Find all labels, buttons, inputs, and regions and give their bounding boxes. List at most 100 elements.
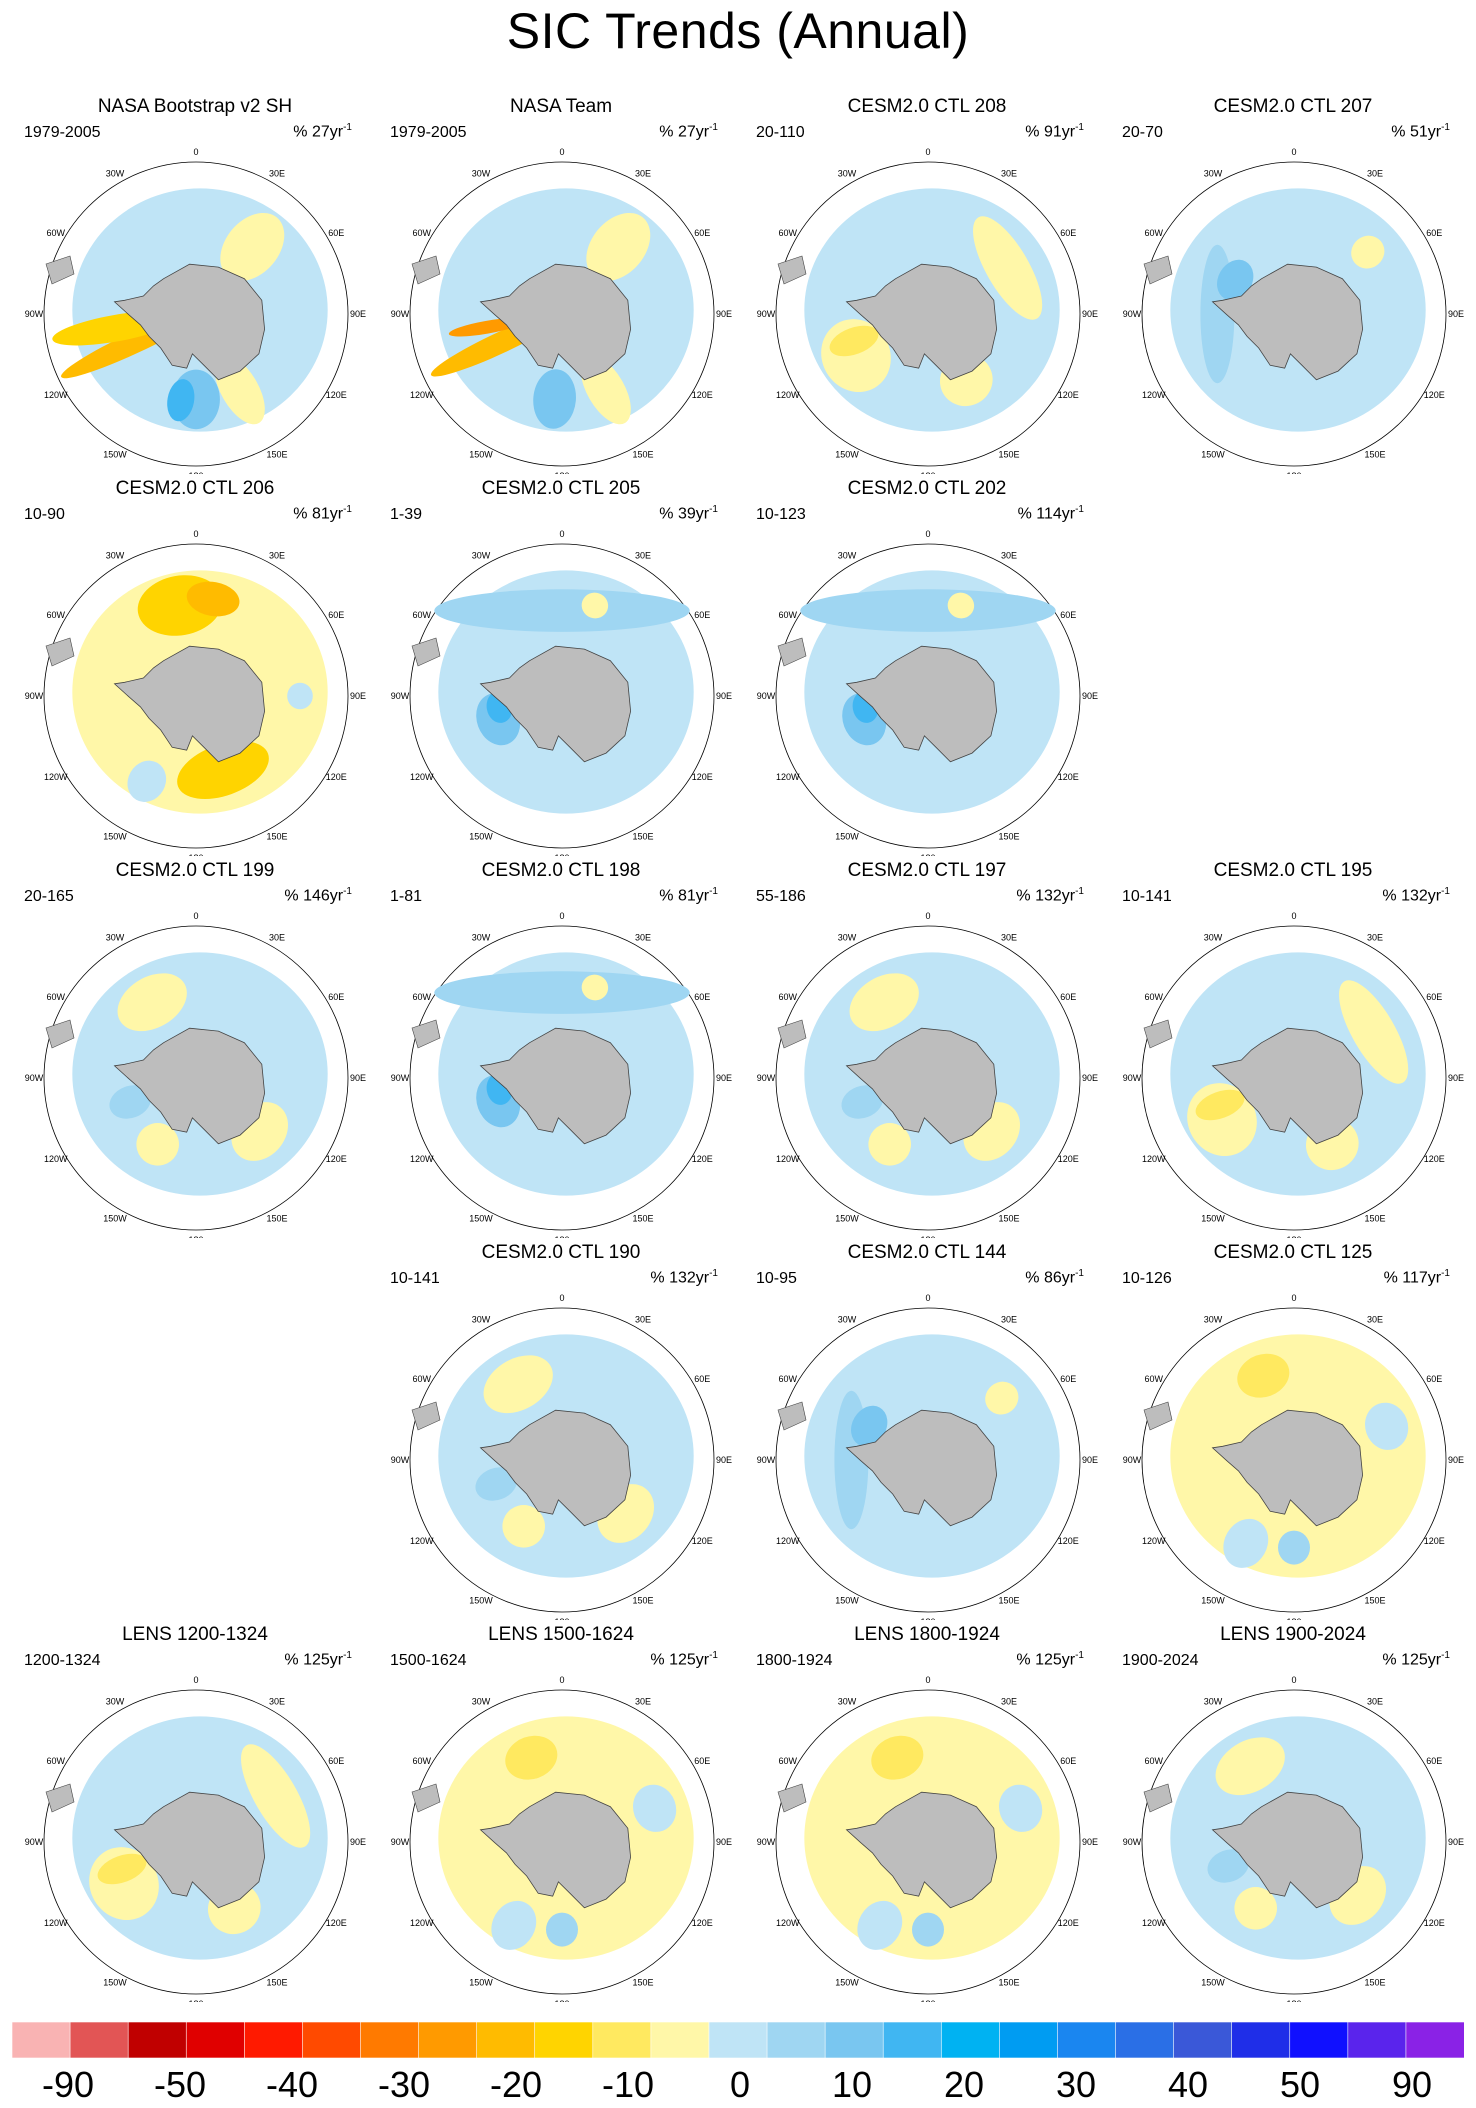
polar-map: 0 30E 60E 90E 120E 150E 180 150W 120W 90W 60W 30W: [757, 1675, 1098, 2002]
longitude-label: 180: [1286, 1617, 1301, 1620]
units-value: % 132yr: [1016, 887, 1076, 905]
colorbar-tick-label: -90: [41, 2064, 95, 2105]
longitude-label: 120W: [410, 1154, 434, 1164]
longitude-label: 90W: [757, 1837, 776, 1847]
figure-title: SIC Trends (Annual): [506, 3, 970, 59]
longitude-label: 90E: [1448, 1073, 1464, 1083]
units-exponent: -1: [343, 886, 352, 897]
longitude-label: 90E: [350, 309, 366, 319]
longitude-label: 90W: [391, 1455, 410, 1465]
longitude-label: 120E: [1058, 1536, 1079, 1546]
longitude-label: 30W: [106, 933, 125, 943]
longitude-label: 90E: [350, 1837, 366, 1847]
panel-period: 10-126: [1122, 1270, 1172, 1287]
longitude-label: 90W: [757, 1455, 776, 1465]
longitude-label: 150E: [632, 1977, 653, 1987]
longitude-label: 90W: [25, 309, 44, 319]
panel-title: LENS 1800-1924: [854, 1624, 1000, 1645]
polar-map: 0 30E 60E 90E 120E 150E 180 150W 120W 90W 60W 30W: [1123, 911, 1464, 1238]
antarctica-landmass: [845, 263, 998, 381]
colorbar-swatch: [69, 2022, 129, 2058]
longitude-label: 0: [559, 1293, 564, 1303]
longitude-label: 30E: [1367, 1697, 1383, 1707]
longitude-label: 90W: [391, 1073, 410, 1083]
panel-period: 10-90: [24, 506, 65, 523]
panel-title: CESM2.0 CTL 144: [847, 1242, 1007, 1263]
longitude-label: 120E: [326, 772, 347, 782]
longitude-label: 120E: [326, 1918, 347, 1928]
longitude-label: 0: [193, 529, 198, 539]
antarctica-landmass: [1211, 1409, 1364, 1527]
colorbar-swatch: [650, 2022, 710, 2058]
longitude-label: 60E: [328, 228, 344, 238]
longitude-label: 120W: [44, 1918, 68, 1928]
longitude-label: 0: [925, 529, 930, 539]
longitude-label: 30W: [1204, 1315, 1223, 1325]
panel-units: % 125yr-1: [650, 1650, 718, 1669]
panel-period: 1200-1324: [24, 1652, 101, 1669]
longitude-label: 150E: [998, 1977, 1019, 1987]
panel-units: % 81yr-1: [659, 886, 718, 905]
panel-units: % 132yr-1: [650, 1268, 718, 1287]
longitude-label: 30W: [472, 169, 491, 179]
panel-units: % 125yr-1: [1016, 1650, 1084, 1669]
panel-units: % 27yr-1: [293, 122, 352, 141]
panel-title: CESM2.0 CTL 206: [115, 478, 275, 499]
antarctica-landmass: [845, 1791, 998, 1909]
colorbar-swatch: [12, 2022, 71, 2058]
longitude-label: 0: [1291, 1293, 1296, 1303]
longitude-label: 0: [193, 147, 198, 157]
longitude-label: 60W: [412, 610, 431, 620]
longitude-label: 150E: [998, 449, 1019, 459]
panel-title: LENS 1500-1624: [488, 1624, 634, 1645]
longitude-label: 150W: [1201, 1213, 1225, 1223]
colorbar-tick-label: -20: [489, 2064, 543, 2105]
antarctica-landmass: [1211, 263, 1364, 381]
longitude-label: 0: [559, 147, 564, 157]
polar-map: 0 30E 60E 90E 120E 150E 180 150W 120W 90W 60W 30W: [391, 1675, 732, 2002]
longitude-label: 0: [559, 1675, 564, 1685]
map-panel: CESM2.0 CTL 208 20-110 % 91yr-1 0 30E 60E 90E 1…: [744, 96, 1110, 474]
longitude-label: 60E: [1060, 228, 1076, 238]
longitude-label: 150E: [998, 1213, 1019, 1223]
colorbar-swatch: [418, 2022, 478, 2058]
longitude-label: 150E: [266, 831, 287, 841]
panel-units: % 91yr-1: [1025, 122, 1084, 141]
south-america-landmass: [411, 1401, 441, 1431]
longitude-label: 150E: [1364, 1213, 1385, 1223]
longitude-label: 60W: [1144, 1756, 1163, 1766]
antarctica-landmass: [113, 1791, 266, 1909]
longitude-label: 120W: [776, 772, 800, 782]
longitude-label: 150W: [469, 1595, 493, 1605]
longitude-label: 60W: [412, 228, 431, 238]
longitude-label: 120E: [1058, 390, 1079, 400]
longitude-label: 180: [920, 1235, 935, 1238]
units-value: % 81yr: [659, 887, 710, 905]
panel-units: % 86yr-1: [1025, 1268, 1084, 1287]
longitude-label: 30E: [269, 933, 285, 943]
polar-map: 0 30E 60E 90E 120E 150E 180 150W 120W 90W 60W 30W: [25, 147, 366, 474]
units-value: % 91yr: [1025, 123, 1076, 141]
south-america-landmass: [45, 1783, 75, 1813]
colorbar-swatch: [592, 2022, 652, 2058]
longitude-label: 60E: [1060, 1756, 1076, 1766]
units-exponent: -1: [1441, 1268, 1450, 1279]
longitude-label: 0: [193, 1675, 198, 1685]
longitude-label: 60E: [1060, 1374, 1076, 1384]
units-value: % 125yr: [650, 1651, 710, 1669]
longitude-label: 60E: [1426, 992, 1442, 1002]
longitude-label: 150E: [1364, 449, 1385, 459]
panel-units: % 146yr-1: [284, 886, 352, 905]
longitude-label: 60W: [412, 1374, 431, 1384]
longitude-label: 30E: [1001, 169, 1017, 179]
panel-units: % 81yr-1: [293, 504, 352, 523]
panel-units: % 51yr-1: [1391, 122, 1450, 141]
panel-title: CESM2.0 CTL 125: [1213, 1242, 1373, 1263]
south-america-landmass: [777, 255, 807, 285]
longitude-label: 180: [920, 853, 935, 856]
longitude-label: 180: [188, 1235, 203, 1238]
units-value: % 132yr: [1382, 887, 1442, 905]
longitude-label: 120W: [776, 1154, 800, 1164]
map-panel: LENS 1200-1324 1200-1324 % 125yr-1 0 30E 60E 9…: [12, 1624, 378, 2002]
longitude-label: 0: [1291, 1675, 1296, 1685]
